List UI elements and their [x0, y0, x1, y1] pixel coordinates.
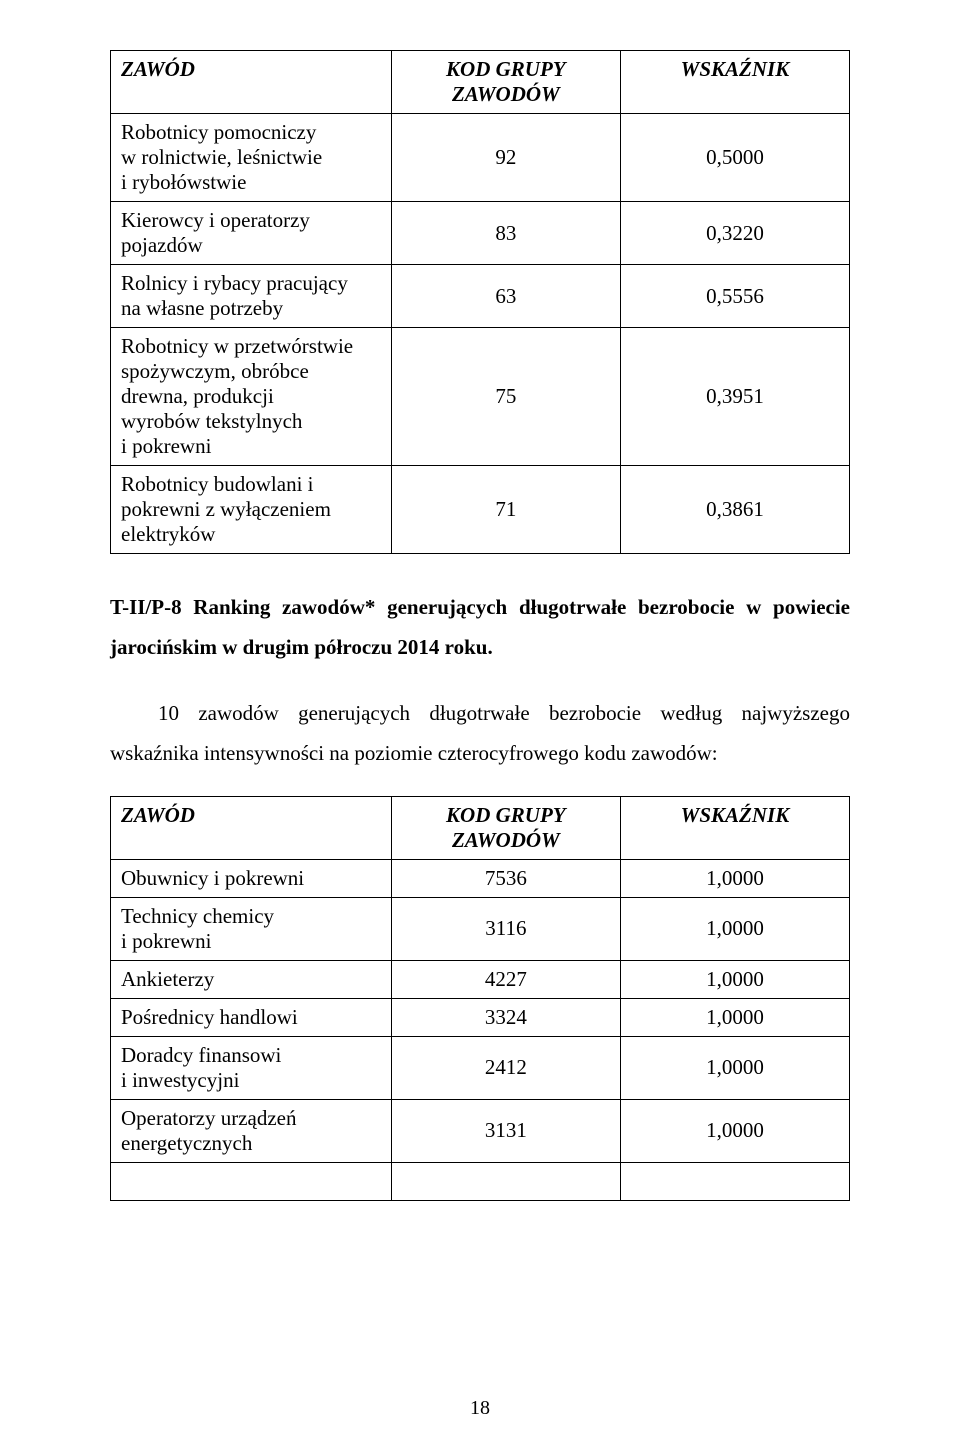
cell-wsk: 1,0000	[620, 1099, 849, 1162]
text: i pokrewni	[121, 929, 211, 953]
table-row: Rolnicy i rybacy pracujący na własne pot…	[111, 265, 850, 328]
cell-zawod: Robotnicy w przetwórstwie spożywczym, ob…	[111, 328, 392, 466]
page-number: 18	[0, 1397, 960, 1420]
cell-kod: 3131	[391, 1099, 620, 1162]
table-row: Obuwnicy i pokrewni 7536 1,0000	[111, 859, 850, 897]
cell-kod: 7536	[391, 859, 620, 897]
page: ZAWÓD KOD GRUPY ZAWODÓW WSKAŹNIK Robotni…	[0, 0, 960, 1448]
table-2: ZAWÓD KOD GRUPY ZAWODÓW WSKAŹNIK Obuwnic…	[110, 796, 850, 1201]
table-row: Kierowcy i operatorzy pojazdów 83 0,3220	[111, 202, 850, 265]
cell-empty	[111, 1162, 392, 1200]
cell-wsk: 0,5000	[620, 114, 849, 202]
table-1: ZAWÓD KOD GRUPY ZAWODÓW WSKAŹNIK Robotni…	[110, 50, 850, 554]
table-row	[111, 1162, 850, 1200]
cell-kod: 83	[391, 202, 620, 265]
cell-kod: 71	[391, 466, 620, 554]
text: w rolnictwie, leśnictwie	[121, 145, 322, 169]
text: elektryków	[121, 522, 215, 546]
text: Obuwnicy i pokrewni	[121, 866, 304, 890]
body-paragraph: 10 zawodów generujących długotrwałe bezr…	[110, 694, 850, 774]
col-header-kod: KOD GRUPY ZAWODÓW	[391, 796, 620, 859]
cell-zawod: Ankieterzy	[111, 960, 392, 998]
table-row: ZAWÓD KOD GRUPY ZAWODÓW WSKAŹNIK	[111, 51, 850, 114]
text: wyrobów tekstylnych	[121, 409, 302, 433]
text: Rolnicy i rybacy pracujący	[121, 271, 348, 295]
text: Pośrednicy handlowi	[121, 1005, 298, 1029]
col-header-wsk: WSKAŹNIK	[620, 51, 849, 114]
text: pojazdów	[121, 233, 203, 257]
cell-zawod: Technicy chemicy i pokrewni	[111, 897, 392, 960]
table-row: Technicy chemicy i pokrewni 3116 1,0000	[111, 897, 850, 960]
col-header-kod: KOD GRUPY ZAWODÓW	[391, 51, 620, 114]
col-header-zawod: ZAWÓD	[111, 796, 392, 859]
cell-zawod: Doradcy finansowi i inwestycyjni	[111, 1036, 392, 1099]
col-header-zawod: ZAWÓD	[111, 51, 392, 114]
text: energetycznych	[121, 1131, 252, 1155]
table-row: Doradcy finansowi i inwestycyjni 2412 1,…	[111, 1036, 850, 1099]
cell-wsk: 1,0000	[620, 960, 849, 998]
cell-kod: 3116	[391, 897, 620, 960]
table-row: Robotnicy w przetwórstwie spożywczym, ob…	[111, 328, 850, 466]
text: pokrewni z wyłączeniem	[121, 497, 331, 521]
text: Ankieterzy	[121, 967, 214, 991]
cell-kod: 92	[391, 114, 620, 202]
table-row: Pośrednicy handlowi 3324 1,0000	[111, 998, 850, 1036]
cell-zawod: Operatorzy urządzeń energetycznych	[111, 1099, 392, 1162]
cell-wsk: 1,0000	[620, 998, 849, 1036]
table-row: Robotnicy pomocniczy w rolnictwie, leśni…	[111, 114, 850, 202]
cell-zawod: Pośrednicy handlowi	[111, 998, 392, 1036]
cell-wsk: 1,0000	[620, 897, 849, 960]
cell-empty	[391, 1162, 620, 1200]
cell-wsk: 0,3861	[620, 466, 849, 554]
cell-kod: 3324	[391, 998, 620, 1036]
table-row: ZAWÓD KOD GRUPY ZAWODÓW WSKAŹNIK	[111, 796, 850, 859]
cell-zawod: Kierowcy i operatorzy pojazdów	[111, 202, 392, 265]
cell-zawod: Robotnicy pomocniczy w rolnictwie, leśni…	[111, 114, 392, 202]
section-heading: T-II/P-8 Ranking zawodów* generujących d…	[110, 588, 850, 668]
text: Doradcy finansowi	[121, 1043, 281, 1067]
table-row: Ankieterzy 4227 1,0000	[111, 960, 850, 998]
table-row: Operatorzy urządzeń energetycznych 3131 …	[111, 1099, 850, 1162]
cell-wsk: 1,0000	[620, 1036, 849, 1099]
cell-wsk: 0,3220	[620, 202, 849, 265]
cell-kod: 4227	[391, 960, 620, 998]
text: Operatorzy urządzeń	[121, 1106, 296, 1130]
cell-kod: 75	[391, 328, 620, 466]
text: i inwestycyjni	[121, 1068, 239, 1092]
text: Robotnicy budowlani i	[121, 472, 314, 496]
cell-kod: 2412	[391, 1036, 620, 1099]
table-row: Robotnicy budowlani i pokrewni z wyłącze…	[111, 466, 850, 554]
cell-zawod: Robotnicy budowlani i pokrewni z wyłącze…	[111, 466, 392, 554]
text: spożywczym, obróbce	[121, 359, 309, 383]
text: drewna, produkcji	[121, 384, 274, 408]
section-heading-text: T-II/P-8 Ranking zawodów* generujących d…	[110, 595, 850, 659]
cell-empty	[620, 1162, 849, 1200]
text: na własne potrzeby	[121, 296, 283, 320]
text: i pokrewni	[121, 434, 211, 458]
text: Robotnicy pomocniczy	[121, 120, 316, 144]
cell-wsk: 0,3951	[620, 328, 849, 466]
cell-zawod: Rolnicy i rybacy pracujący na własne pot…	[111, 265, 392, 328]
cell-zawod: Obuwnicy i pokrewni	[111, 859, 392, 897]
text: Robotnicy w przetwórstwie	[121, 334, 353, 358]
cell-wsk: 0,5556	[620, 265, 849, 328]
text: Technicy chemicy	[121, 904, 274, 928]
cell-kod: 63	[391, 265, 620, 328]
text: i rybołówstwie	[121, 170, 246, 194]
cell-wsk: 1,0000	[620, 859, 849, 897]
text: Kierowcy i operatorzy	[121, 208, 310, 232]
col-header-wsk: WSKAŹNIK	[620, 796, 849, 859]
